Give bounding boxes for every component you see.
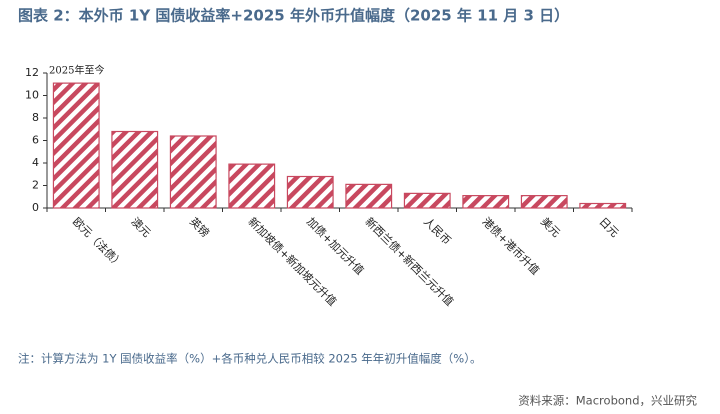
bar	[228, 163, 276, 209]
bar	[169, 135, 217, 209]
chart-title: 图表 2：本外币 1Y 国债收益率+2025 年外币升值幅度（2025 年 11…	[18, 7, 569, 25]
x-tick-label: 日元	[597, 215, 622, 240]
bar	[345, 183, 393, 209]
annotation: 2025年至今	[49, 64, 104, 77]
y-tick-label: 10	[25, 89, 39, 102]
y-tick-label: 12	[25, 66, 39, 79]
bar	[111, 130, 159, 209]
bar	[579, 202, 627, 209]
y-tick-label: 4	[32, 156, 39, 169]
y-tick-label: 8	[32, 111, 39, 124]
y-tick-label: 2	[32, 179, 39, 192]
x-tick-label: 英镑	[187, 214, 212, 239]
source: 资料来源：Macrobond，兴业研究	[518, 394, 697, 408]
x-tick-label: 加债+加元升值	[304, 214, 367, 277]
x-tick-label: 欧元（法债）	[70, 214, 127, 271]
x-tick-label: 美元	[538, 215, 563, 240]
x-tick-label: 人民币	[421, 215, 454, 248]
bar	[286, 175, 334, 209]
y-tick-label: 6	[32, 134, 39, 147]
note: 注：计算方法为 1Y 国债收益率（%）+各币种兑人民币相较 2025 年年初升值…	[18, 352, 481, 366]
bar	[520, 195, 568, 209]
bar	[462, 195, 510, 209]
bar	[403, 192, 451, 209]
x-tick-label: 港债+港币升值	[480, 214, 543, 277]
bar	[52, 82, 100, 209]
x-tick-label: 澳元	[129, 215, 154, 240]
y-tick-label: 0	[32, 201, 39, 214]
